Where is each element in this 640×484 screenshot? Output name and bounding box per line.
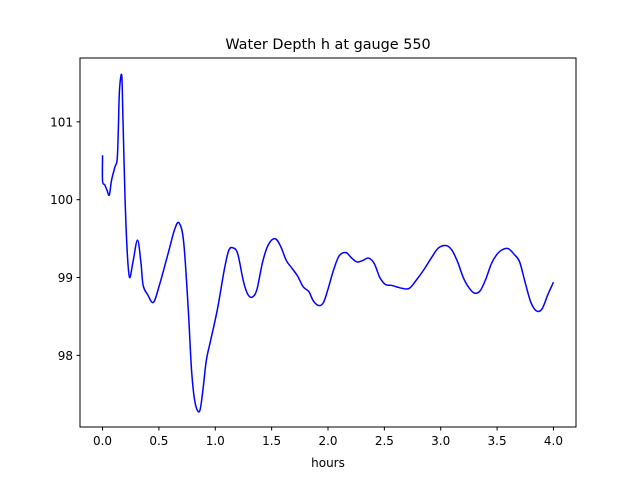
x-tick-label: 2.0 (318, 434, 337, 448)
x-tick-label: 4.0 (544, 434, 563, 448)
x-tick-label: 1.0 (206, 434, 225, 448)
x-tick-label: 3.0 (431, 434, 450, 448)
plot-frame (79, 57, 577, 428)
x-tick-label: 1.5 (262, 434, 281, 448)
x-tick-label: 2.5 (375, 434, 394, 448)
y-axis: 98 99 100 101 (50, 115, 80, 363)
x-tick-label: 3.5 (488, 434, 507, 448)
y-tick-label: 101 (50, 115, 73, 129)
series-line (101, 73, 555, 413)
y-tick-label: 98 (58, 349, 73, 363)
x-tick-label: 0.5 (149, 434, 168, 448)
x-axis: 0.0 0.5 1.0 1.5 2.0 2.5 3.0 3.5 4.0 (93, 427, 563, 448)
y-tick-label: 99 (58, 271, 73, 285)
chart-title: Water Depth h at gauge 550 (225, 37, 430, 53)
x-axis-label: hours (311, 456, 345, 470)
x-tick-label: 0.0 (93, 434, 112, 448)
series-layer (101, 73, 555, 413)
y-tick-label: 100 (50, 193, 73, 207)
